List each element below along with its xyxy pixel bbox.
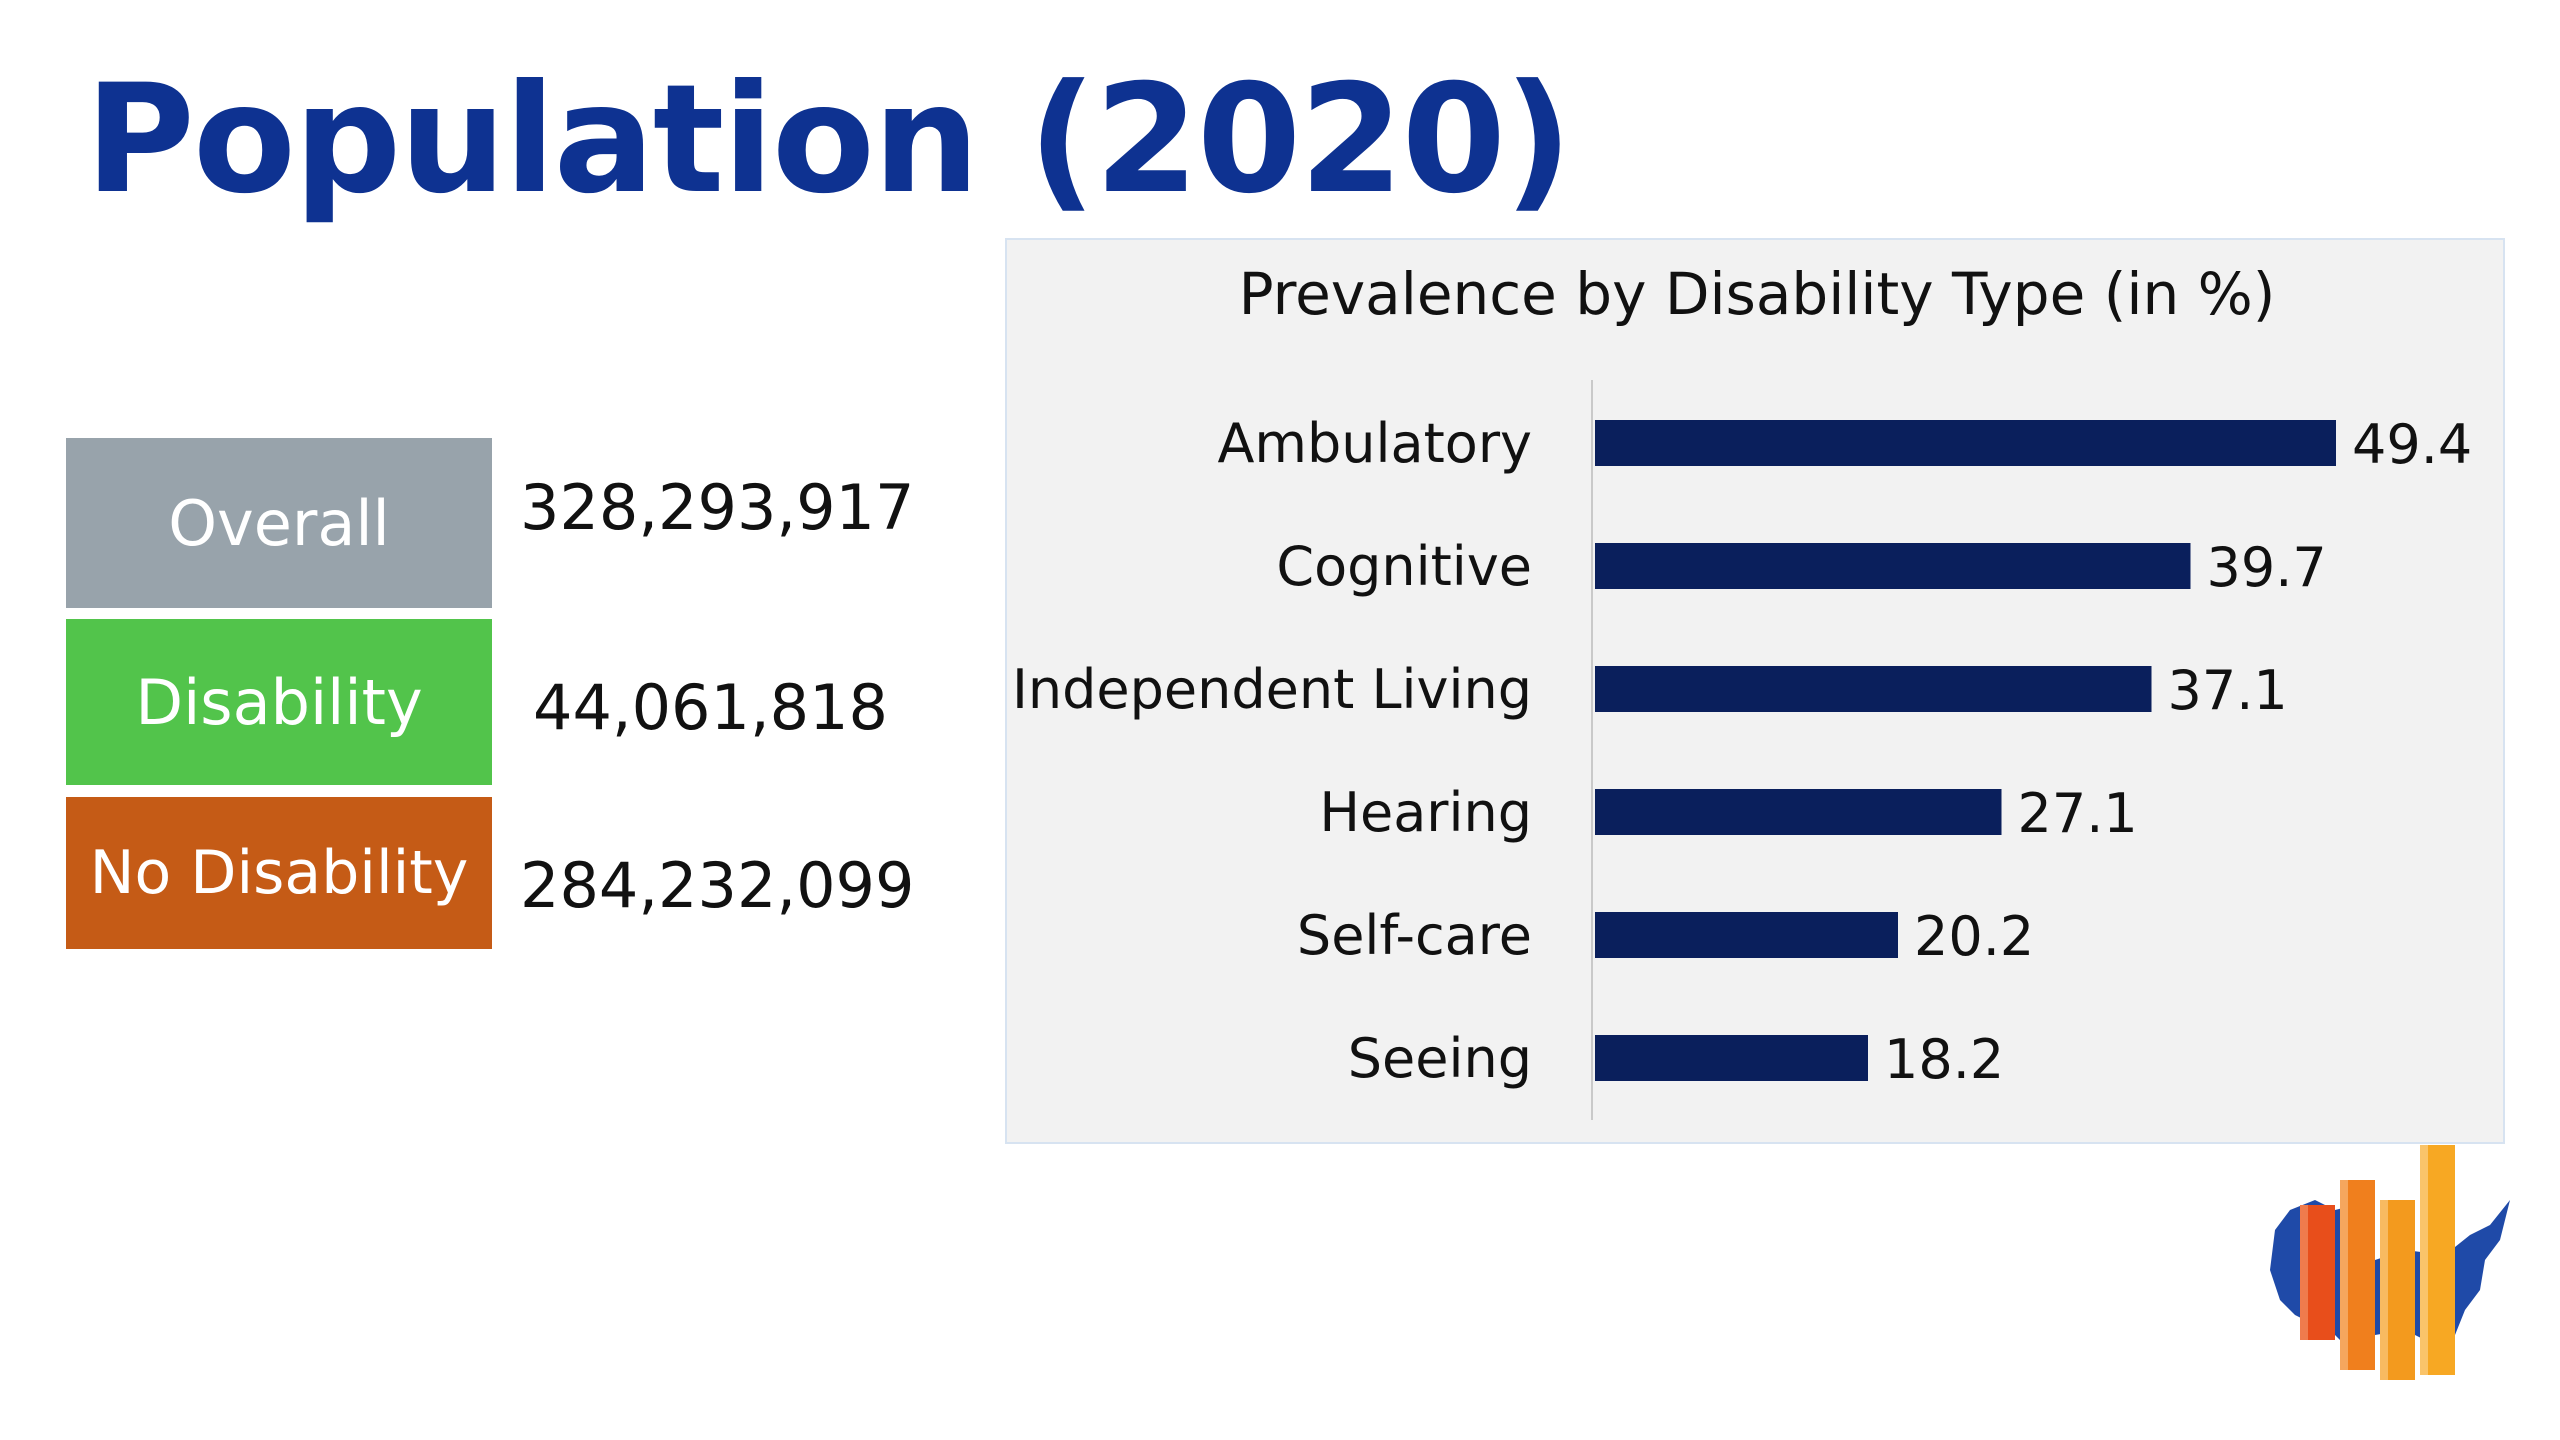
data-label: 27.1 (2018, 782, 2138, 845)
bar (1595, 666, 2152, 712)
data-label: 39.7 (2207, 536, 2327, 599)
category-label: Cognitive (1276, 535, 1532, 598)
no-disability-label: No Disability (66, 797, 492, 949)
chart-panel: Prevalence by Disability Type (in %) Amb… (1005, 238, 2505, 1144)
us-map-bar-chart-logo (2270, 1145, 2510, 1380)
category-label: Self-care (1297, 904, 1532, 967)
bar (1595, 543, 2191, 589)
data-label: 37.1 (2168, 659, 2288, 722)
bar (1595, 789, 2002, 835)
disability-label: Disability (66, 619, 492, 785)
bar (1595, 1035, 1868, 1081)
no-disability-value: 284,232,099 (520, 849, 915, 922)
overall-label: Overall (66, 438, 492, 608)
data-label: 49.4 (2352, 413, 2472, 476)
category-label: Hearing (1319, 781, 1532, 844)
chart-title: Prevalence by Disability Type (in %) (1238, 260, 2276, 328)
bar-chart: Ambulatory 49.4 Cognitive 39.7 Independent L… (1012, 380, 2472, 1120)
data-label: 18.2 (1884, 1028, 2004, 1091)
overall-value: 328,293,917 (520, 471, 915, 544)
bar (1595, 420, 2336, 466)
category-label: Independent Living (1012, 658, 1532, 721)
page-title: Population (2020) (85, 53, 1573, 227)
category-label: Ambulatory (1217, 412, 1532, 475)
category-label: Seeing (1348, 1027, 1532, 1090)
disability-value: 44,061,818 (533, 671, 888, 744)
bar (1595, 912, 1898, 958)
data-label: 20.2 (1914, 905, 2034, 968)
